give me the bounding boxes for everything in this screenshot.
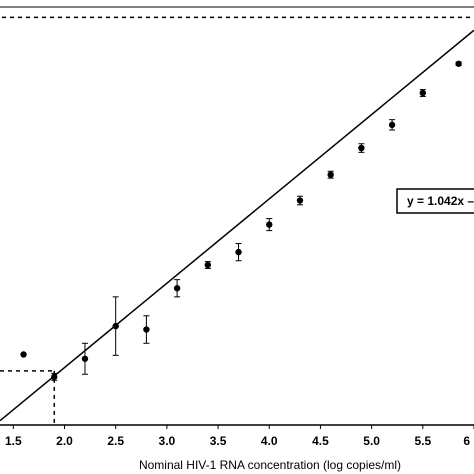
data-points bbox=[20, 60, 462, 381]
data-point-13 bbox=[419, 89, 427, 97]
x-tick-label-0: 1.5 bbox=[5, 434, 22, 448]
data-point-14 bbox=[455, 60, 462, 67]
data-point-7 bbox=[235, 248, 242, 256]
x-tick-label-8: 5.5 bbox=[414, 434, 431, 448]
reference-lines bbox=[0, 16, 474, 425]
data-point-11 bbox=[358, 144, 365, 152]
regression-line bbox=[0, 29, 474, 422]
data-point-3 bbox=[112, 322, 119, 330]
equation-label: y = 1.042x – bbox=[407, 194, 474, 208]
data-point-2 bbox=[81, 355, 89, 362]
data-point-9 bbox=[296, 197, 304, 204]
data-point-8 bbox=[266, 221, 273, 228]
x-tick-label-4: 3.5 bbox=[210, 434, 227, 448]
data-point-1 bbox=[51, 373, 58, 381]
data-point-4 bbox=[143, 326, 150, 333]
data-point-0 bbox=[20, 351, 27, 358]
data-point-10 bbox=[327, 171, 334, 178]
data-point-12 bbox=[388, 121, 396, 129]
x-tick-label-5: 4.0 bbox=[261, 434, 278, 448]
x-tick-label-6: 4.5 bbox=[312, 434, 329, 448]
equation-box: y = 1.042x – bbox=[396, 188, 474, 214]
x-tick-label-7: 5.0 bbox=[363, 434, 380, 448]
regression-line-path bbox=[0, 29, 474, 422]
data-point-6 bbox=[204, 261, 212, 269]
x-axis-label: Nominal HIV-1 RNA concentration (log cop… bbox=[139, 458, 401, 472]
x-tick-label-3: 3.0 bbox=[159, 434, 176, 448]
equation-box-border bbox=[396, 188, 474, 214]
data-point-5 bbox=[173, 285, 181, 292]
x-tick-label-2: 2.5 bbox=[107, 434, 124, 448]
x-axis: 1.5 2.0 2.5 3.0 3.5 4.0 4.5 5.0 5.5 6 bbox=[5, 425, 474, 448]
plot-frame bbox=[0, 6, 474, 426]
x-tick-label-1: 2.0 bbox=[56, 434, 73, 448]
x-tick-label-9: 6 bbox=[463, 434, 470, 448]
